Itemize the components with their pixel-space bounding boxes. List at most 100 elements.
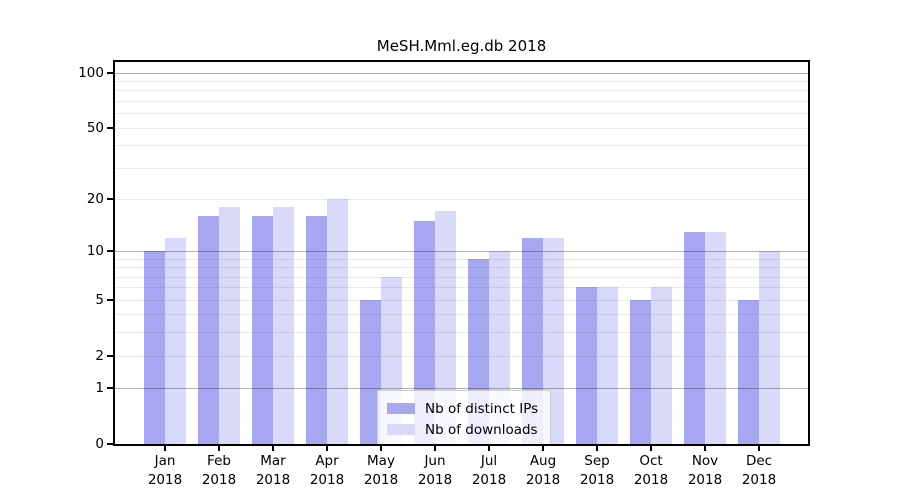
y-tick-label-1: 1 bbox=[95, 380, 104, 397]
x-label-year-jan: 2018 bbox=[147, 472, 183, 488]
x-tick-dec bbox=[758, 446, 760, 451]
bar-downloads-apr bbox=[327, 198, 348, 444]
grid-line-minor-20 bbox=[115, 198, 808, 200]
x-tick-label-sep: Sep 2018 bbox=[565, 452, 629, 490]
y-tick-label-2: 2 bbox=[95, 347, 104, 364]
x-label-year-oct: 2018 bbox=[633, 472, 669, 488]
grid-line-minor-40 bbox=[115, 145, 808, 146]
x-label-month-aug: Aug bbox=[529, 453, 557, 469]
grid-line-minor-60 bbox=[115, 113, 808, 114]
x-label-year-aug: 2018 bbox=[525, 472, 561, 488]
y-tick-label-10: 10 bbox=[86, 243, 104, 259]
x-label-month-apr: Apr bbox=[315, 453, 339, 469]
grid-line-minor-90 bbox=[115, 80, 808, 82]
x-tick-label-aug: Aug 2018 bbox=[511, 452, 575, 490]
bar-downloads-oct bbox=[651, 287, 672, 444]
x-label-month-nov: Nov bbox=[691, 453, 719, 469]
bar-downloads-mar bbox=[273, 207, 294, 444]
x-tick-label-feb: Feb 2018 bbox=[187, 452, 251, 490]
x-label-year-feb: 2018 bbox=[201, 472, 237, 488]
x-label-month-may: May bbox=[367, 453, 395, 469]
grid-line-major-100 bbox=[115, 72, 808, 74]
x-label-year-jun: 2018 bbox=[417, 472, 453, 488]
x-label-year-jul: 2018 bbox=[471, 472, 507, 488]
x-tick-jun bbox=[434, 446, 436, 451]
x-label-month-jan: Jan bbox=[154, 453, 176, 469]
grid-line-minor-80 bbox=[115, 90, 808, 92]
y-tick-label-100: 100 bbox=[78, 64, 104, 81]
x-label-month-jun: Jun bbox=[424, 453, 446, 469]
bar-distinct-ips-feb bbox=[198, 215, 219, 444]
y-tick-label-0: 0 bbox=[95, 436, 104, 452]
y-tick-10 bbox=[107, 250, 113, 252]
grid-line-minor-7 bbox=[115, 276, 808, 278]
x-tick-sep bbox=[596, 446, 598, 451]
x-label-year-apr: 2018 bbox=[309, 472, 345, 488]
bar-distinct-ips-dec bbox=[738, 299, 759, 444]
legend-label-downloads: Nb of downloads bbox=[425, 421, 538, 438]
grid-line-minor-2 bbox=[115, 355, 808, 357]
y-tick-50 bbox=[107, 126, 113, 129]
y-tick-20 bbox=[107, 197, 113, 200]
y-tick-0 bbox=[107, 443, 113, 445]
bar-distinct-ips-may bbox=[360, 299, 381, 444]
x-tick-nov bbox=[704, 446, 706, 451]
bar-distinct-ips-jun bbox=[414, 220, 435, 444]
bar-downloads-jun bbox=[435, 211, 456, 444]
grid-line-major-1 bbox=[115, 388, 808, 390]
x-tick-label-dec: Dec 2018 bbox=[727, 452, 791, 490]
grid-line-minor-4 bbox=[115, 314, 808, 316]
bar-distinct-ips-jan bbox=[144, 251, 165, 444]
x-tick-label-jul: Jul 2018 bbox=[457, 452, 521, 490]
grid-line-minor-9 bbox=[115, 258, 808, 260]
x-tick-oct bbox=[650, 446, 652, 451]
grid-line-major-10 bbox=[115, 251, 808, 252]
x-tick-feb bbox=[218, 446, 220, 451]
x-label-year-mar: 2018 bbox=[255, 472, 291, 488]
grid-line-minor-6 bbox=[115, 287, 808, 289]
legend-item-distinct-ips: Nb of distinct IPs bbox=[387, 398, 538, 419]
grid-line-minor-3 bbox=[115, 332, 808, 334]
legend: Nb of distinct IPs Nb of downloads bbox=[377, 390, 552, 444]
x-label-year-sep: 2018 bbox=[579, 472, 615, 488]
x-tick-jul bbox=[488, 446, 490, 451]
legend-swatch-distinct-ips bbox=[387, 403, 415, 414]
x-label-month-sep: Sep bbox=[584, 453, 610, 469]
x-tick-mar bbox=[272, 446, 274, 451]
x-tick-jan bbox=[164, 446, 166, 451]
y-tick-label-20: 20 bbox=[86, 190, 104, 207]
x-tick-apr bbox=[326, 446, 328, 451]
grid-line-minor-30 bbox=[115, 167, 808, 169]
plot-inner: Nb of distinct IPs Nb of downloads bbox=[115, 62, 808, 444]
legend-item-downloads: Nb of downloads bbox=[387, 419, 538, 440]
y-tick-label-50: 50 bbox=[86, 119, 104, 136]
bar-distinct-ips-oct bbox=[630, 299, 651, 444]
x-tick-label-jun: Jun 2018 bbox=[403, 452, 467, 490]
legend-label-distinct-ips: Nb of distinct IPs bbox=[425, 400, 539, 417]
x-label-year-may: 2018 bbox=[363, 472, 399, 488]
bar-distinct-ips-sep bbox=[576, 287, 597, 444]
legend-swatch-downloads bbox=[387, 424, 415, 435]
bar-downloads-nov bbox=[705, 231, 726, 444]
y-tick-1 bbox=[107, 387, 113, 390]
y-tick-100 bbox=[107, 71, 113, 74]
grid-line-minor-5 bbox=[115, 299, 808, 301]
x-label-year-dec: 2018 bbox=[741, 472, 777, 488]
x-label-month-feb: Feb bbox=[207, 453, 231, 469]
bar-downloads-jan bbox=[165, 237, 186, 444]
plot-area: Nb of distinct IPs Nb of downloads bbox=[113, 60, 810, 446]
bar-downloads-sep bbox=[597, 287, 618, 444]
x-tick-label-oct: Oct 2018 bbox=[619, 452, 683, 490]
x-tick-label-nov: Nov 2018 bbox=[673, 452, 737, 490]
x-tick-label-apr: Apr 2018 bbox=[295, 452, 359, 490]
grid-line-minor-50 bbox=[115, 127, 808, 129]
x-tick-aug bbox=[542, 446, 544, 451]
x-label-month-oct: Oct bbox=[639, 453, 663, 469]
x-tick-label-may: May 2018 bbox=[349, 452, 413, 490]
bar-downloads-feb bbox=[219, 207, 240, 444]
bar-distinct-ips-nov bbox=[684, 231, 705, 444]
x-tick-label-jan: Jan 2018 bbox=[133, 452, 197, 490]
x-label-year-nov: 2018 bbox=[687, 472, 723, 488]
bar-downloads-dec bbox=[759, 251, 780, 444]
